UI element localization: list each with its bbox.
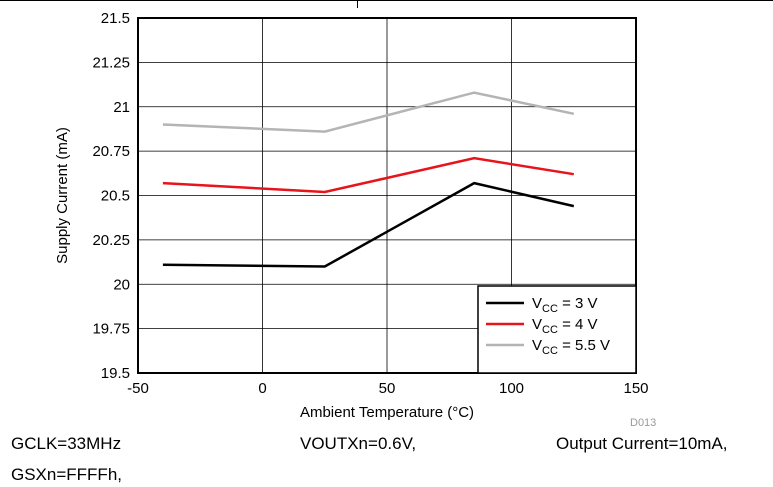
top-border-tick bbox=[357, 0, 358, 8]
top-border-line bbox=[0, 0, 773, 1]
y-tick-label-6: 21 bbox=[113, 99, 130, 116]
series-line-2 bbox=[162, 91, 575, 133]
y-tick-label-3: 20.25 bbox=[92, 232, 130, 249]
legend-label-1: VCC = 4 V bbox=[532, 316, 598, 336]
y-tick-label-0: 19.5 bbox=[101, 365, 130, 382]
series-line-1 bbox=[162, 156, 574, 194]
x-axis-label: Ambient Temperature (°C) bbox=[300, 404, 474, 421]
figure-code: D013 bbox=[630, 417, 657, 429]
x-tick-label-3: 100 bbox=[499, 380, 524, 397]
y-tick-label-5: 20.75 bbox=[92, 143, 130, 160]
legend-label-0: VCC = 3 V bbox=[532, 295, 598, 315]
y-axis-label: Supply Current (mA) bbox=[54, 127, 71, 264]
y-tick-label-2: 20 bbox=[113, 276, 130, 293]
y-tick-label-1: 19.75 bbox=[92, 321, 130, 338]
caption-gclk: GCLK=33MHz bbox=[11, 434, 122, 453]
caption-output-current: Output Current=10mA, bbox=[556, 434, 728, 453]
x-tick-label-2: 50 bbox=[379, 380, 396, 397]
y-tick-label-7: 21.25 bbox=[92, 54, 130, 71]
x-tick-label-4: 150 bbox=[623, 380, 648, 397]
caption-gsxn: GSXn=FFFFh, bbox=[11, 465, 122, 484]
x-tick-label-1: 0 bbox=[258, 380, 266, 397]
y-tick-label-8: 21.5 bbox=[101, 10, 130, 27]
plot-frame bbox=[137, 17, 637, 374]
caption-voutxn: VOUTXn=0.6V, bbox=[300, 434, 417, 453]
legend-label-2: VCC = 5.5 V bbox=[532, 337, 610, 357]
legend-box bbox=[477, 285, 637, 374]
y-tick-label-4: 20.5 bbox=[101, 188, 130, 205]
series-line-0 bbox=[162, 181, 575, 268]
x-tick-label-0: -50 bbox=[127, 380, 149, 397]
